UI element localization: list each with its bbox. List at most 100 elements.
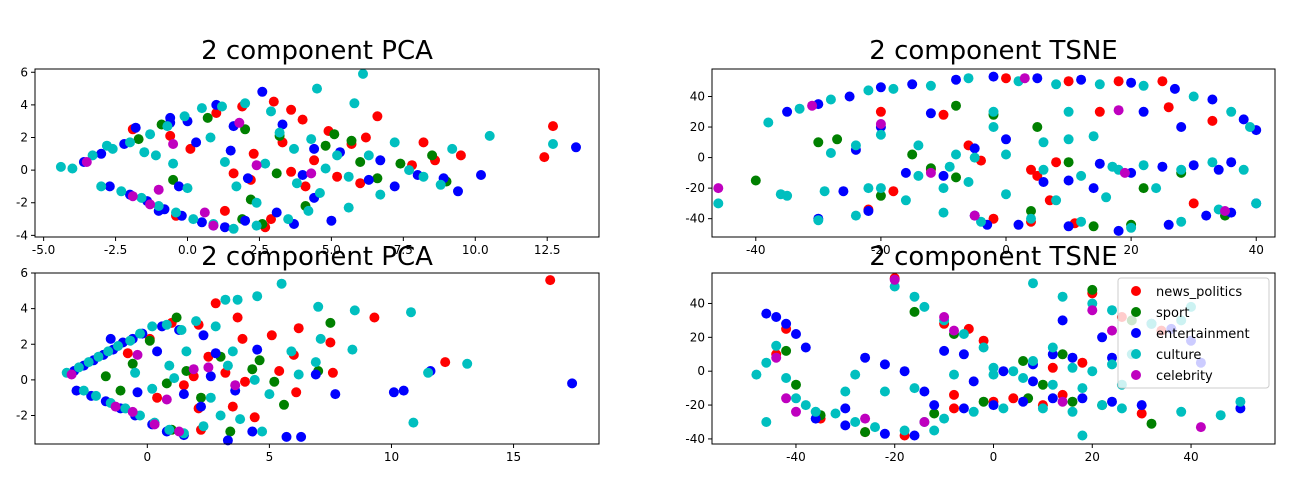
point-celebrity-11 <box>919 417 930 427</box>
y-tick-label: 4 <box>20 98 28 112</box>
point-sport-16 <box>1037 379 1048 390</box>
point-entertainment-32 <box>205 371 216 382</box>
subplot-4: -40 -20 0 20 40 -40 -20 0 20 40 <box>685 272 1276 464</box>
point-culture-15 <box>276 278 287 289</box>
point-sport-4 <box>929 408 940 419</box>
point-culture-10 <box>1094 79 1105 90</box>
y-tick-label: 40 <box>690 89 705 103</box>
point-entertainment-0 <box>104 181 115 192</box>
x-tick-label: 0 <box>143 450 151 464</box>
point-news_politics-1 <box>938 109 949 120</box>
point-entertainment-37 <box>919 386 930 397</box>
point-celebrity-0 <box>781 393 792 404</box>
point-entertainment-30 <box>879 359 890 370</box>
x-tick-label: -20 <box>885 450 905 464</box>
legend-label-news_politics: news_politics <box>1156 285 1242 300</box>
point-culture-4 <box>103 346 114 357</box>
x-tick-label: -40 <box>746 243 766 257</box>
point-culture-2 <box>83 357 94 368</box>
point-culture-16 <box>819 186 830 197</box>
point-celebrity-2 <box>145 199 156 210</box>
point-culture-7 <box>179 111 190 122</box>
point-entertainment-23 <box>398 385 409 396</box>
point-entertainment-34 <box>132 387 143 398</box>
point-culture-26 <box>1176 164 1187 175</box>
point-entertainment-12 <box>1238 114 1249 125</box>
point-entertainment-23 <box>1067 352 1078 363</box>
point-culture-19 <box>363 150 374 161</box>
point-entertainment-36 <box>105 333 116 344</box>
point-sport-9 <box>1146 418 1157 429</box>
point-culture-48 <box>181 346 192 357</box>
point-sport-11 <box>1018 356 1029 366</box>
point-sport-3 <box>860 427 871 438</box>
point-entertainment-40 <box>1138 106 1149 117</box>
point-culture-38 <box>222 360 233 371</box>
point-news_politics-13 <box>274 366 285 376</box>
point-culture-24 <box>447 143 458 154</box>
point-entertainment-9 <box>1126 77 1137 88</box>
point-entertainment-19 <box>277 119 288 130</box>
x-tick-label: 15 <box>506 450 521 464</box>
point-entertainment-27 <box>210 348 221 359</box>
point-culture-2 <box>87 150 98 161</box>
point-news_politics-23 <box>122 348 133 359</box>
point-news_politics-5 <box>1207 115 1218 126</box>
legend-marker-culture <box>1131 349 1141 359</box>
point-entertainment-30 <box>152 346 163 357</box>
point-news_politics-4 <box>266 330 277 341</box>
point-entertainment-13 <box>1047 393 1058 404</box>
point-culture-20 <box>389 137 400 148</box>
point-sport-16 <box>254 355 265 366</box>
point-entertainment-7 <box>1032 73 1043 84</box>
point-sport-4 <box>320 140 331 151</box>
point-entertainment-38 <box>925 108 936 119</box>
point-culture-15 <box>274 127 285 138</box>
point-celebrity-3 <box>889 274 900 285</box>
point-celebrity-0 <box>713 183 724 194</box>
point-culture-47 <box>210 321 221 332</box>
point-culture-1 <box>763 117 774 128</box>
point-sport-7 <box>372 173 383 184</box>
point-sport-13 <box>168 174 179 185</box>
y-tick-label: -2 <box>16 196 28 210</box>
point-sport-16 <box>133 134 144 145</box>
point-culture-22 <box>418 171 429 182</box>
point-entertainment-32 <box>173 181 184 192</box>
x-tick-label: 5.0 <box>322 243 341 257</box>
point-news_politics-14 <box>1077 357 1088 368</box>
x-tick-label: 40 <box>1183 450 1198 464</box>
point-sport-5 <box>1032 122 1043 132</box>
point-culture-51 <box>139 147 150 158</box>
point-sport-10 <box>1026 206 1036 216</box>
point-culture-33 <box>1026 213 1036 224</box>
point-news_politics-18 <box>1163 102 1174 113</box>
point-culture-36 <box>283 214 294 225</box>
point-entertainment-7 <box>240 215 251 226</box>
point-culture-45 <box>949 369 959 380</box>
point-culture-54 <box>988 106 999 117</box>
y-tick-label: 0 <box>697 364 705 378</box>
point-entertainment-36 <box>1038 177 1049 187</box>
point-news_politics-23 <box>332 171 343 182</box>
point-entertainment-27 <box>571 142 581 153</box>
y-tick-label: 40 <box>690 296 705 310</box>
point-culture-5 <box>145 129 156 140</box>
legend-box <box>1117 277 1270 389</box>
point-culture-42 <box>1063 134 1074 145</box>
point-news_politics-19 <box>266 214 276 225</box>
subplot-2: -40 -20 0 20 40 -40 -20 0 20 40 <box>685 68 1276 257</box>
point-news_politics-17 <box>300 181 311 192</box>
point-culture-34 <box>1107 359 1117 370</box>
point-celebrity-4 <box>1019 73 1030 84</box>
point-celebrity-7 <box>306 168 317 179</box>
point-sport-9 <box>875 190 886 201</box>
point-sport-15 <box>100 371 111 382</box>
point-news_politics-11 <box>455 150 466 161</box>
point-culture-31 <box>164 424 175 435</box>
point-culture-46 <box>231 181 242 192</box>
point-sport-6 <box>1063 157 1074 168</box>
points-layer <box>61 275 578 446</box>
series-news_politics <box>863 73 1218 229</box>
point-entertainment-5 <box>951 74 961 85</box>
